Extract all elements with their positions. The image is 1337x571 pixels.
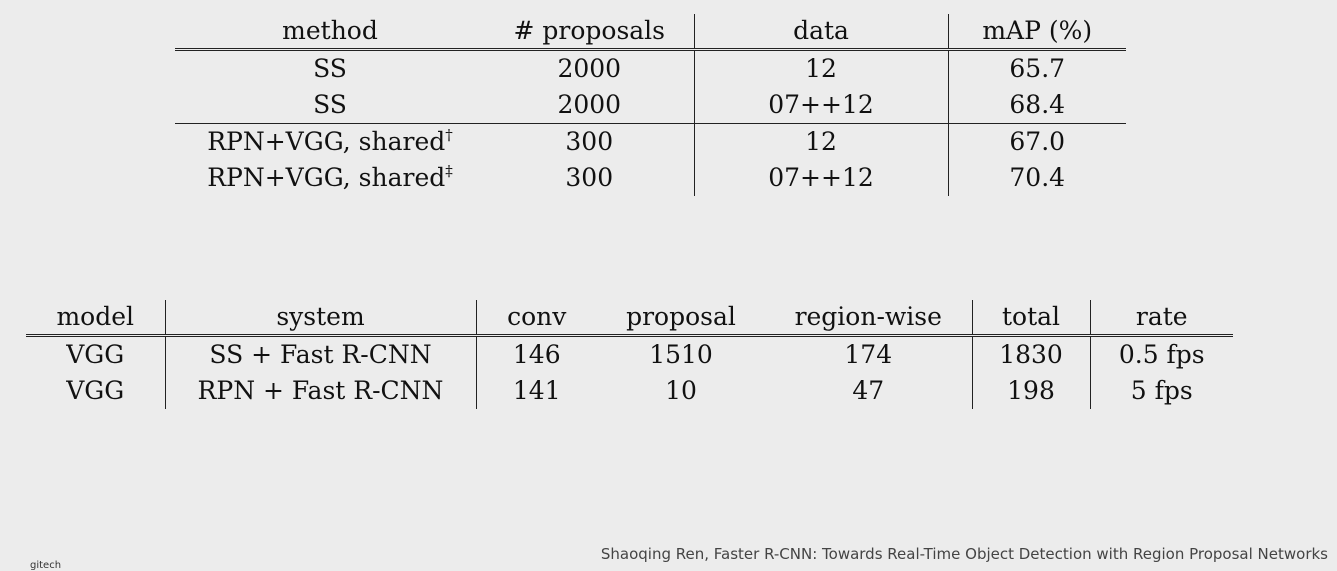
cell-method: RPN+VGG, shared‡ — [207, 162, 453, 192]
cell-map: 67.0 — [948, 123, 1126, 160]
cell-method: RPN+VGG, shared† — [175, 123, 485, 160]
cell-data: 07++12 — [694, 87, 949, 124]
cell-region-wise: 174 — [765, 335, 973, 373]
header-conv: conv — [507, 302, 567, 331]
header-model: model — [26, 300, 166, 336]
proposal-comparison-table: method # proposals data mAP (%) SS 2000 … — [175, 14, 1126, 196]
table-header-row: model system conv proposal region-wise t… — [26, 300, 1233, 336]
table-row: RPN+VGG, shared† 300 12 67.0 — [175, 123, 1126, 160]
cell-total-best: 198 — [972, 373, 1091, 409]
cell-method: SS — [313, 90, 347, 119]
cell-proposals: 300 — [485, 123, 695, 160]
header-method: method — [282, 16, 378, 45]
table-row: RPN+VGG, shared‡ 300 07++12 70.4 — [175, 160, 1126, 196]
cell-proposal-best: 10 — [665, 376, 697, 405]
cell-rate-best: 5 fps — [1130, 376, 1193, 405]
header-region-wise: region-wise — [765, 300, 973, 336]
cell-system: SS + Fast R-CNN — [165, 335, 477, 373]
cell-conv: 146 — [512, 340, 561, 369]
cell-data: 07++12 — [694, 160, 949, 196]
cell-data: 12 — [694, 49, 949, 87]
citation-caption: Shaoqing Ren, Faster R-CNN: Towards Real… — [600, 545, 1328, 563]
timing-table: model system conv proposal region-wise t… — [26, 300, 1233, 409]
cell-proposals: 2000 — [485, 87, 695, 124]
table-row: SS 2000 12 65.7 — [175, 49, 1126, 87]
table-row: VGG RPN + Fast R-CNN 141 10 47 198 5 fps — [26, 373, 1233, 409]
header-data: data — [694, 14, 949, 50]
cell-model: VGG — [26, 373, 166, 409]
cell-model: VGG — [26, 335, 166, 373]
cell-proposals: 300 — [485, 160, 695, 196]
cell-proposal: 1510 — [649, 340, 713, 369]
cell-method: SS — [313, 54, 347, 83]
cell-system: RPN + Fast R-CNN — [165, 373, 477, 409]
table-header-row: method # proposals data mAP (%) — [175, 14, 1126, 50]
header-map: mAP (%) — [982, 16, 1093, 45]
cell-data: 12 — [694, 123, 949, 160]
header-rate: rate — [1135, 302, 1188, 331]
cell-region-wise: 47 — [765, 373, 973, 409]
header-proposals: # proposals — [485, 14, 695, 50]
table-row: VGG SS + Fast R-CNN 146 1510 174 1830 0.… — [26, 335, 1233, 373]
cell-map: 68.4 — [1009, 90, 1066, 119]
cell-rate: 0.5 fps — [1118, 340, 1205, 369]
header-system: system — [165, 300, 477, 336]
cell-proposals: 2000 — [485, 49, 695, 87]
cell-map-best: 70.4 — [1009, 163, 1066, 192]
header-proposal: proposal — [626, 302, 736, 331]
header-total: total — [972, 300, 1091, 336]
table-row: SS 2000 07++12 68.4 — [175, 87, 1126, 124]
cell-conv: 141 — [512, 376, 561, 405]
cell-map: 65.7 — [1009, 54, 1066, 83]
logo-text: gitech — [30, 560, 62, 571]
cell-total: 1830 — [972, 335, 1091, 373]
